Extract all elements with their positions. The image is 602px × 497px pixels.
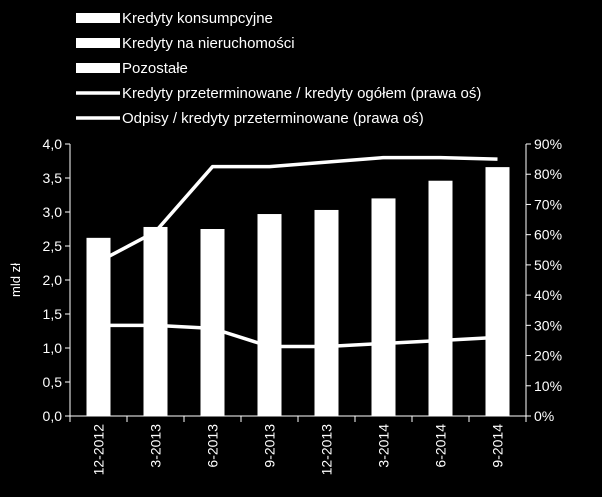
y-tick-label-left: 2,0 bbox=[43, 272, 63, 288]
bar bbox=[371, 198, 396, 416]
y-tick-label-right: 50% bbox=[534, 257, 562, 273]
y-tick-label-left: 3,5 bbox=[43, 170, 63, 186]
series-line-2 bbox=[98, 323, 498, 349]
legend: Kredyty konsumpcyjne Kredyty na nieruchom… bbox=[76, 10, 481, 127]
y-tick-label-left: 3,0 bbox=[43, 204, 63, 220]
legend-swatch-bar bbox=[76, 63, 120, 73]
x-tick-label: 9-2014 bbox=[490, 424, 506, 468]
y-tick-label-left: 0,5 bbox=[43, 374, 63, 390]
bar bbox=[314, 209, 339, 416]
series-line-1 bbox=[97, 155, 498, 264]
labels: 0,0 0,5 1,0 1,5 2,0 2,5 3,0 3,5 4,0 0% 10% 20% 30% 40… bbox=[8, 136, 562, 475]
legend-label: Odpisy / kredyty przeterminowane (prawa … bbox=[122, 110, 424, 127]
legend-label: Pozostałe bbox=[122, 60, 188, 77]
x-tick-label: 12-2013 bbox=[319, 424, 335, 476]
y-tick-label-right: 0% bbox=[534, 408, 554, 424]
lines bbox=[97, 155, 498, 349]
y-tick-label-right: 60% bbox=[534, 227, 562, 243]
legend-swatch-bar bbox=[76, 13, 120, 23]
y-tick-label-right: 90% bbox=[534, 136, 562, 152]
x-tick-label: 3-2013 bbox=[148, 424, 164, 468]
y-tick-label-left: 1,5 bbox=[43, 306, 63, 322]
y-tick-label-right: 20% bbox=[534, 348, 562, 364]
x-tick-label: 6-2014 bbox=[433, 424, 449, 468]
x-tick-label: 3-2014 bbox=[376, 424, 392, 468]
y-tick-label-left: 4,0 bbox=[43, 136, 63, 152]
bar bbox=[143, 226, 168, 416]
bar bbox=[200, 229, 225, 416]
y-tick-label-right: 30% bbox=[534, 317, 562, 333]
legend-label: Kredyty na nieruchomości bbox=[122, 35, 295, 52]
y-tick-label-right: 40% bbox=[534, 287, 562, 303]
x-tick-label: 6-2013 bbox=[205, 424, 221, 468]
bar bbox=[257, 214, 282, 416]
y-tick-label-right: 10% bbox=[534, 378, 562, 394]
y-axis-title: mld zł bbox=[8, 263, 23, 297]
y-tick-label-left: 1,0 bbox=[43, 340, 63, 356]
legend-label: Kredyty konsumpcyjne bbox=[122, 10, 273, 27]
legend-swatch-bar bbox=[76, 38, 120, 48]
x-tick-label: 12-2012 bbox=[91, 424, 107, 476]
y-tick-label-left: 2,5 bbox=[43, 238, 63, 254]
y-tick-label-left: 0,0 bbox=[43, 408, 63, 424]
bar bbox=[428, 180, 453, 416]
y-tick-label-right: 70% bbox=[534, 196, 562, 212]
y-tick-label-right: 80% bbox=[534, 166, 562, 182]
legend-label: Kredyty przeterminowane / kredyty ogółem… bbox=[122, 85, 481, 102]
x-tick-label: 9-2013 bbox=[262, 424, 278, 468]
bar bbox=[485, 167, 510, 416]
